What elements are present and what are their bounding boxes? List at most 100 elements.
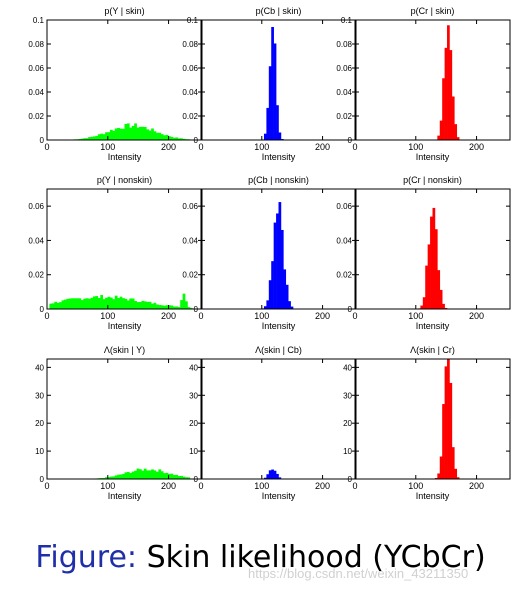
histogram-bar: [136, 468, 140, 479]
histogram-bar: [136, 127, 140, 140]
histogram-bar: [442, 404, 445, 479]
histogram-bar: [155, 132, 159, 140]
histogram-bar: [131, 298, 135, 309]
x-tick-label: 0: [352, 481, 357, 491]
histogram-bar: [143, 301, 147, 309]
histogram-bar: [51, 303, 55, 309]
histogram-bar: [114, 295, 118, 309]
x-tick-label: 100: [254, 142, 269, 152]
histogram-bar: [143, 468, 147, 479]
y-tick-label: 10: [189, 447, 198, 456]
histogram-bar: [165, 305, 169, 309]
x-tick-label: 200: [315, 481, 330, 491]
histogram-bar: [447, 25, 450, 140]
y-tick-label: 0.06: [336, 202, 352, 211]
histogram-bar: [175, 306, 179, 309]
x-axis-label: Intensity: [416, 491, 450, 501]
y-tick-label: 10: [35, 447, 44, 456]
histogram-bar: [56, 302, 60, 309]
histogram-bar: [139, 126, 142, 140]
y-tick-label: 0: [40, 475, 45, 484]
figure-caption: Figure: Skin likelihood (YCbCr): [0, 540, 521, 575]
histogram-bar: [271, 27, 274, 140]
histogram-bar: [163, 135, 166, 140]
histogram-bar: [88, 137, 91, 140]
histogram-bar: [168, 305, 171, 309]
x-tick-label: 0: [352, 142, 357, 152]
histogram-bar: [266, 300, 270, 309]
histogram-bar: [105, 132, 108, 140]
histogram-bar: [141, 470, 145, 479]
x-tick-label: 200: [161, 142, 176, 152]
x-tick-label: 100: [408, 142, 423, 152]
x-tick-label: 0: [352, 311, 357, 321]
histogram-bar: [85, 298, 89, 309]
histogram-bar: [175, 474, 179, 479]
y-tick-label: 0: [348, 136, 353, 145]
histogram-bar: [146, 129, 150, 140]
histogram-bar: [80, 300, 84, 309]
y-tick-label: 40: [343, 363, 352, 372]
y-tick-label: 0: [40, 305, 45, 314]
x-axis-label: Intensity: [108, 321, 142, 331]
histogram-bar: [449, 382, 453, 479]
histogram-bar: [182, 476, 186, 479]
histogram-bar: [102, 299, 106, 309]
x-tick-label: 200: [315, 311, 330, 321]
caption-text: Skin likelihood (YCbCr): [146, 540, 486, 575]
histogram-bar: [158, 132, 162, 140]
histogram-bar: [158, 469, 162, 479]
histogram-bar: [170, 473, 174, 479]
histogram-bar: [139, 302, 142, 309]
histogram-bar: [155, 304, 159, 309]
histogram-bar: [266, 107, 270, 140]
y-tick-label: 0: [348, 475, 353, 484]
histogram-bar: [170, 136, 174, 140]
subplot-title: Λ(skin | Cr): [410, 345, 455, 355]
histogram-bar: [160, 305, 164, 309]
subplot-title: p(Cb | nonskin): [248, 175, 309, 185]
histogram-bar: [119, 128, 123, 140]
subplot-title: p(Cr | nonskin): [403, 175, 462, 185]
histogram-bar: [141, 300, 145, 309]
histogram-bar: [425, 265, 428, 309]
axes-frame: [354, 188, 511, 310]
histogram-bar: [68, 298, 72, 309]
histogram-bar: [170, 305, 174, 309]
y-tick-label: 0.06: [182, 202, 198, 211]
histogram-bar: [97, 298, 101, 309]
histogram-bar: [273, 470, 277, 479]
histogram-bar: [422, 297, 426, 309]
histogram-bar: [444, 366, 448, 479]
histogram-bar: [122, 298, 125, 309]
histogram-bar: [117, 474, 120, 479]
histogram-bar: [172, 475, 176, 479]
histogram-bar: [430, 216, 433, 309]
histogram-bar: [185, 477, 188, 479]
histogram-bar: [151, 303, 154, 309]
histogram-bar: [78, 298, 82, 309]
histogram-bar: [148, 301, 152, 309]
histogram-bar: [437, 270, 441, 309]
y-tick-label: 20: [189, 419, 198, 428]
histogram-bar: [85, 138, 89, 140]
histogram-bar: [155, 471, 159, 479]
axes-frame: [200, 358, 357, 480]
histogram-bar: [449, 50, 453, 140]
histogram-bar: [439, 120, 443, 140]
y-tick-label: 0.04: [28, 88, 44, 97]
histogram-bar: [93, 136, 96, 140]
histogram-bar: [66, 298, 70, 309]
histogram-bar: [451, 96, 455, 140]
y-tick-label: 40: [189, 363, 198, 372]
histogram-bar: [268, 470, 272, 479]
histogram-bar: [122, 473, 125, 479]
y-tick-label: 0: [348, 305, 353, 314]
y-tick-label: 40: [35, 363, 44, 372]
subplot-9: 0 100 200 0 10 20 30 40 Λ(skin | Cr) Intensity: [343, 345, 511, 501]
histogram-bar: [119, 296, 123, 309]
histogram-bar: [180, 138, 183, 140]
histogram-bar: [90, 136, 94, 140]
histogram-bar: [141, 126, 145, 140]
histogram-bar: [151, 128, 154, 140]
